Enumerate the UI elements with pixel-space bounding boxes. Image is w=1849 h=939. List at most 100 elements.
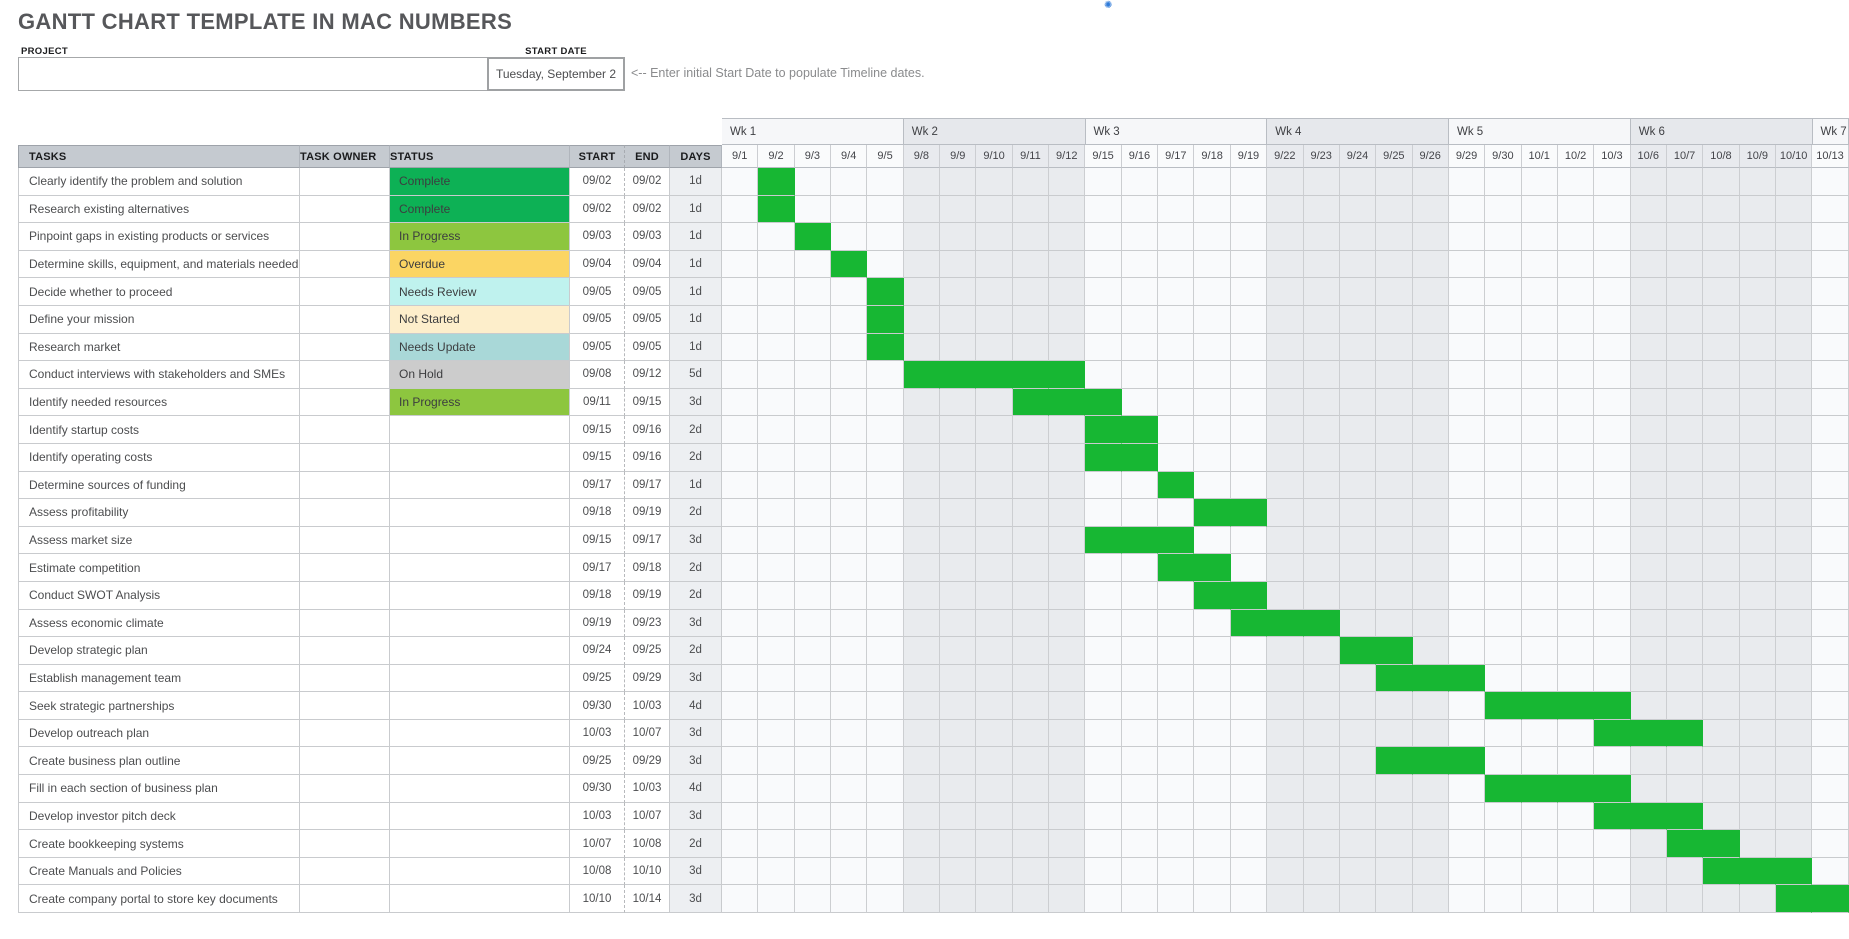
timeline-cell[interactable] [1085, 719, 1122, 748]
timeline-cell[interactable] [867, 747, 904, 776]
timeline-cell[interactable] [831, 554, 868, 582]
timeline-cell[interactable] [1194, 416, 1231, 444]
timeline-cell[interactable] [1594, 830, 1631, 858]
timeline-cell[interactable] [1267, 333, 1304, 362]
timeline-cell[interactable] [1012, 471, 1050, 500]
timeline-cell[interactable] [831, 195, 868, 224]
timeline-cell[interactable] [1376, 471, 1413, 500]
timeline-cell[interactable] [903, 554, 941, 582]
timeline-cell[interactable] [1739, 223, 1776, 251]
timeline-cell[interactable] [1448, 554, 1486, 582]
end-cell[interactable]: 10/03 [625, 692, 670, 720]
timeline-cell[interactable] [758, 692, 795, 720]
timeline-cell[interactable] [1339, 692, 1377, 720]
timeline-cell[interactable] [1775, 637, 1813, 665]
timeline-cell[interactable] [1775, 719, 1813, 748]
timeline-cell[interactable] [1485, 664, 1522, 693]
timeline-cell[interactable] [831, 443, 868, 472]
timeline-cell[interactable] [1230, 278, 1268, 306]
timeline-cell[interactable] [1775, 664, 1813, 693]
timeline-cell[interactable] [1158, 802, 1195, 831]
timeline-cell[interactable] [1376, 361, 1413, 389]
timeline-cell[interactable] [758, 775, 795, 803]
timeline-cell[interactable] [1049, 443, 1086, 472]
days-cell[interactable]: 3d [670, 802, 722, 831]
timeline-cell[interactable] [1557, 250, 1595, 279]
timeline-cell[interactable] [1775, 471, 1813, 500]
timeline-cell[interactable] [1230, 333, 1268, 362]
timeline-cell[interactable] [903, 692, 941, 720]
timeline-cell[interactable] [1594, 361, 1631, 389]
timeline-cell[interactable] [976, 443, 1013, 472]
timeline-cell[interactable] [1121, 333, 1159, 362]
timeline-cell[interactable] [976, 416, 1013, 444]
timeline-cell[interactable] [1666, 637, 1704, 665]
task-cell[interactable]: Establish management team [18, 664, 300, 693]
timeline-cell[interactable] [1557, 223, 1595, 251]
timeline-cell[interactable] [1666, 168, 1704, 196]
timeline-cell[interactable] [1303, 168, 1340, 196]
days-cell[interactable]: 2d [670, 581, 722, 610]
status-cell[interactable] [390, 637, 570, 665]
timeline-cell[interactable] [831, 830, 868, 858]
timeline-cell[interactable] [794, 443, 832, 472]
timeline-cell[interactable] [1376, 416, 1413, 444]
timeline-cell[interactable] [1557, 388, 1595, 417]
status-cell[interactable] [390, 664, 570, 693]
timeline-cell[interactable] [1376, 581, 1413, 610]
timeline-cell[interactable] [1594, 747, 1631, 776]
timeline-cell[interactable] [831, 747, 868, 776]
timeline-cell[interactable] [1267, 168, 1304, 196]
end-cell[interactable]: 09/18 [625, 554, 670, 582]
timeline-cell[interactable] [1230, 388, 1268, 417]
timeline-cell[interactable] [1412, 223, 1449, 251]
timeline-cell[interactable] [940, 664, 977, 693]
timeline-cell[interactable] [1230, 223, 1268, 251]
timeline-cell[interactable] [1448, 526, 1486, 555]
timeline-cell[interactable] [976, 195, 1013, 224]
timeline-cell[interactable] [1557, 305, 1595, 334]
timeline-cell[interactable] [831, 278, 868, 306]
timeline-cell[interactable] [867, 388, 904, 417]
task-cell[interactable]: Clearly identify the problem and solutio… [18, 168, 300, 196]
timeline-cell[interactable] [1521, 416, 1558, 444]
timeline-cell[interactable] [1376, 250, 1413, 279]
timeline-cell[interactable] [1121, 637, 1159, 665]
timeline-cell[interactable] [1049, 168, 1086, 196]
task-cell[interactable]: Research existing alternatives [18, 195, 300, 224]
status-cell[interactable] [390, 499, 570, 527]
timeline-cell[interactable] [1267, 499, 1304, 527]
timeline-cell[interactable] [903, 388, 941, 417]
gantt-bar-cell[interactable] [1012, 388, 1050, 417]
timeline-cell[interactable] [722, 333, 759, 362]
timeline-cell[interactable] [1194, 637, 1231, 665]
timeline-cell[interactable] [1230, 830, 1268, 858]
timeline-cell[interactable] [1012, 830, 1050, 858]
start-cell[interactable]: 10/03 [570, 802, 625, 831]
timeline-cell[interactable] [1049, 692, 1086, 720]
timeline-cell[interactable] [1085, 747, 1122, 776]
status-cell[interactable] [390, 692, 570, 720]
timeline-cell[interactable] [1666, 526, 1704, 555]
timeline-cell[interactable] [940, 609, 977, 638]
gantt-bar-cell[interactable] [1085, 443, 1122, 472]
timeline-cell[interactable] [1485, 250, 1522, 279]
timeline-cell[interactable] [1703, 305, 1740, 334]
timeline-cell[interactable] [1049, 305, 1086, 334]
timeline-cell[interactable] [1448, 471, 1486, 500]
timeline-cell[interactable] [1448, 443, 1486, 472]
timeline-cell[interactable] [1630, 305, 1667, 334]
timeline-cell[interactable] [1448, 223, 1486, 251]
timeline-cell[interactable] [722, 719, 759, 748]
timeline-cell[interactable] [722, 857, 759, 886]
timeline-cell[interactable] [758, 333, 795, 362]
timeline-cell[interactable] [1267, 885, 1304, 914]
status-cell[interactable] [390, 885, 570, 914]
task-cell[interactable]: Determine sources of funding [18, 471, 300, 500]
timeline-cell[interactable] [1448, 581, 1486, 610]
timeline-cell[interactable] [1739, 581, 1776, 610]
gantt-bar-cell[interactable] [1594, 692, 1631, 720]
timeline-cell[interactable] [1448, 692, 1486, 720]
timeline-cell[interactable] [1594, 885, 1631, 914]
timeline-cell[interactable] [1448, 802, 1486, 831]
